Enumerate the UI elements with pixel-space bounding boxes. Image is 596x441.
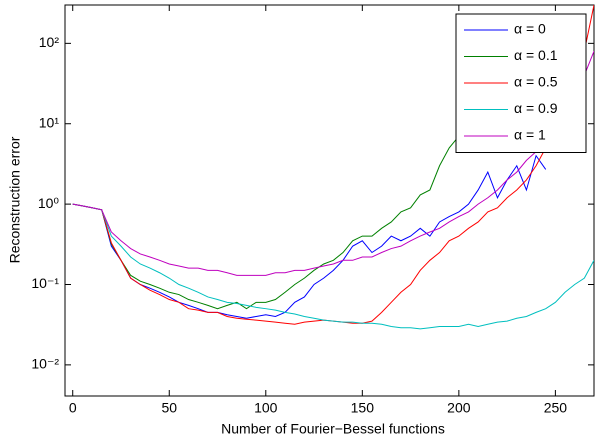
y-tick-label: 10¹ [39, 114, 60, 130]
y-tick-label: 10⁻¹ [31, 275, 59, 291]
series-line [72, 154, 547, 319]
x-tick-label: 0 [69, 400, 77, 416]
x-tick-label: 100 [254, 400, 278, 416]
legend-label: α = 0.5 [514, 74, 558, 90]
y-tick-label: 10² [39, 34, 60, 50]
x-tick-label: 150 [351, 400, 375, 416]
y-tick-label: 10⁻² [31, 356, 59, 372]
x-tick-label: 50 [161, 400, 177, 416]
legend-label: α = 1 [514, 127, 546, 143]
series-line [72, 50, 594, 276]
y-tick-label: 10⁰ [38, 195, 60, 211]
x-tick-label: 200 [447, 400, 471, 416]
legend-label: α = 0.9 [514, 100, 558, 116]
y-axis-label: Reconstruction error [7, 136, 23, 263]
series-line [72, 203, 594, 330]
legend: α = 0 α = 0.1 α = 0.5 α = 0.9 α = 1 [455, 13, 587, 153]
legend-label: α = 0 [514, 21, 546, 37]
x-axis-label: Number of Fourier−Bessel functions [221, 421, 445, 437]
legend-label: α = 0.1 [514, 47, 558, 63]
x-tick-label: 250 [544, 400, 568, 416]
